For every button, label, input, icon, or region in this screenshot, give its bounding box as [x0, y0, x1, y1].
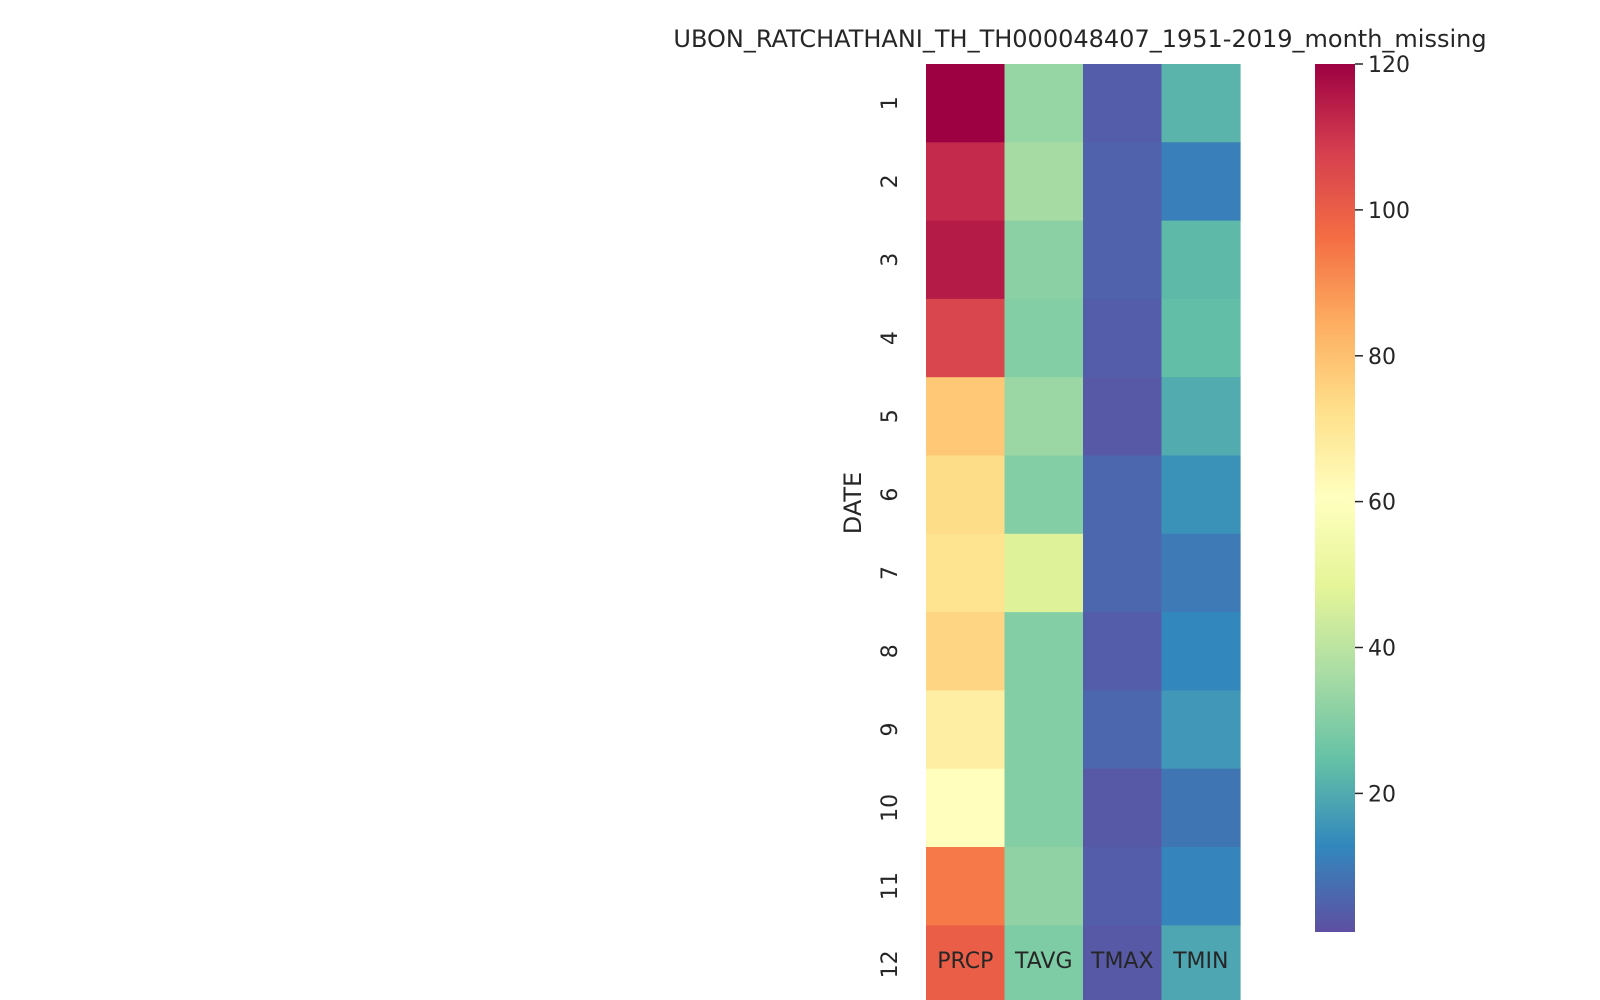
heatmap-cell [1083, 925, 1163, 1000]
y-tick-label: 5 [878, 409, 903, 423]
chart-title: UBON_RATCHATHANI_TH_TH000048407_1951-201… [673, 25, 1486, 53]
y-tick-label: 9 [878, 723, 903, 737]
heatmap-cell [1083, 690, 1163, 770]
y-tick-label: 4 [878, 331, 903, 345]
y-tick-label: 1 [878, 96, 903, 110]
heatmap-cell [1004, 847, 1084, 926]
y-tick-label: 8 [878, 644, 903, 658]
x-tick-label: TMIN [1172, 949, 1228, 974]
colorbar-ticks: 20 40 60 80 100 120 [1355, 53, 1410, 807]
heatmap-cell [1083, 142, 1163, 222]
colorbar-tick-label: 20 [1368, 782, 1396, 807]
heatmap-cell [1083, 768, 1163, 848]
heatmap-cells [926, 64, 1241, 1000]
heatmap-cell [1083, 612, 1163, 691]
heatmap-cell [1004, 64, 1084, 143]
heatmap-cell [926, 64, 1006, 143]
heatmap-cell [926, 298, 1006, 378]
heatmap-cell [1161, 925, 1241, 1000]
heatmap-cell [1161, 455, 1241, 535]
heatmap-cell [926, 925, 1006, 1000]
heatmap-cell [926, 533, 1006, 613]
colorbar [1315, 64, 1355, 932]
heatmap-cell [926, 847, 1006, 926]
heatmap-cell [1161, 690, 1241, 770]
heatmap-cell [1004, 612, 1084, 691]
heatmap-cell [926, 455, 1006, 535]
heatmap-cell [1004, 220, 1084, 300]
heatmap-cell [1161, 142, 1241, 222]
heatmap-cell [1004, 690, 1084, 770]
heatmap-cell [926, 768, 1006, 848]
heatmap-cell [1004, 298, 1084, 378]
heatmap-cell [1161, 298, 1241, 378]
heatmap-cell [1161, 768, 1241, 848]
x-tick-label: TMAX [1090, 949, 1154, 974]
x-tick-label: PRCP [937, 949, 993, 974]
x-tick-label: TAVG [1014, 949, 1072, 974]
heatmap-cell [1004, 377, 1084, 457]
x-tick-labels: PRCP TAVG TMAX TMIN [937, 949, 1228, 974]
y-tick-label: 10 [878, 794, 903, 822]
heatmap-cell [1161, 612, 1241, 691]
y-tick-label: 11 [878, 872, 903, 900]
heatmap-cell [1004, 768, 1084, 848]
heatmap-cell [1161, 220, 1241, 300]
y-axis-label: DATE [839, 472, 867, 534]
heatmap-cell [1083, 533, 1163, 613]
heatmap-cell [1004, 533, 1084, 613]
colorbar-tick-label: 40 [1368, 637, 1396, 662]
y-tick-label: 2 [878, 174, 903, 188]
heatmap-cell [1004, 142, 1084, 222]
heatmap-cell [926, 377, 1006, 457]
colorbar-tick-label: 80 [1368, 345, 1396, 370]
heatmap-cell [926, 690, 1006, 770]
colorbar-tick-label: 100 [1368, 199, 1410, 224]
heatmap-cell [1083, 64, 1163, 143]
colorbar-tick-label: 120 [1368, 53, 1410, 78]
heatmap-cell [1004, 455, 1084, 535]
heatmap-cell [926, 612, 1006, 691]
y-tick-label: 6 [878, 488, 903, 502]
heatmap-cell [1083, 298, 1163, 378]
heatmap-cell [1161, 377, 1241, 457]
heatmap-cell [1161, 533, 1241, 613]
heatmap-cell [926, 220, 1006, 300]
y-tick-label: 3 [878, 253, 903, 267]
heatmap-cell [1004, 925, 1084, 1000]
heatmap-cell [1161, 847, 1241, 926]
heatmap-cell [1083, 847, 1163, 926]
heatmap-cell [1083, 220, 1163, 300]
heatmap-cell [926, 142, 1006, 222]
heatmap-cell [1083, 455, 1163, 535]
y-tick-label: 7 [878, 566, 903, 580]
heatmap-cell [1161, 64, 1241, 143]
heatmap-cell [1083, 377, 1163, 457]
y-tick-label: 12 [878, 950, 903, 978]
colorbar-tick-label: 60 [1368, 491, 1396, 516]
